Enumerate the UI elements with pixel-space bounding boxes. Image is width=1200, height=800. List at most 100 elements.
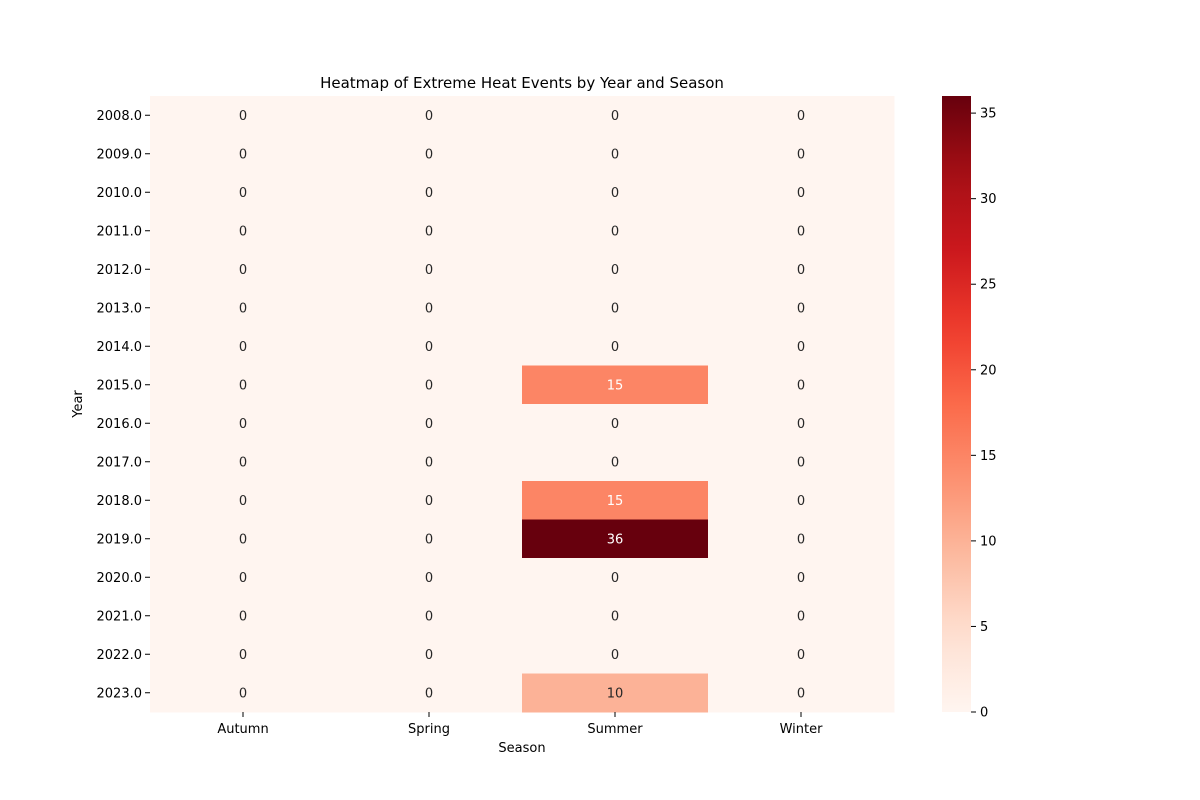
cell-value-label: 36 xyxy=(607,532,624,547)
heatmap-cell xyxy=(522,635,709,674)
cell-value-label: 0 xyxy=(797,609,805,624)
cell-value-label: 0 xyxy=(797,571,805,586)
heatmap-cell xyxy=(336,596,523,636)
heatmap-cell xyxy=(522,404,709,443)
y-tick-label: 2022.0 xyxy=(97,648,143,663)
cell-value-label: 0 xyxy=(239,648,247,663)
cell-value-label: 0 xyxy=(425,494,433,509)
heatmap-cell xyxy=(522,365,709,405)
colorbar-gradient xyxy=(942,96,971,712)
heatmap-cell xyxy=(708,211,895,251)
cell-value-label: 0 xyxy=(239,224,247,239)
heatmap-cell xyxy=(522,327,709,366)
cell-value-label: 0 xyxy=(797,301,805,316)
x-tick-label: Autumn xyxy=(217,722,268,737)
cell-value-label: 15 xyxy=(607,494,624,509)
colorbar-tick-label: 0 xyxy=(980,706,988,721)
y-tick-label: 2017.0 xyxy=(97,455,143,470)
heatmap-cell xyxy=(150,635,337,674)
heatmap-cell xyxy=(522,211,709,251)
cell-value-label: 10 xyxy=(607,686,624,701)
heatmap-cell xyxy=(150,596,337,636)
cell-value-label: 0 xyxy=(611,109,619,124)
y-tick-label: 2015.0 xyxy=(97,378,143,393)
cell-value-label: 0 xyxy=(611,571,619,586)
heatmap-cell xyxy=(708,481,895,520)
heatmap-cell xyxy=(522,596,709,636)
cell-value-label: 0 xyxy=(611,186,619,201)
y-tick-label: 2012.0 xyxy=(97,263,143,278)
cell-value-label: 0 xyxy=(797,224,805,239)
heatmap-cell xyxy=(522,173,709,212)
heatmap-cell xyxy=(708,519,895,559)
cell-value-label: 0 xyxy=(797,109,805,124)
heatmap-cell xyxy=(522,442,709,482)
colorbar: 0 5 10 15 20 25 30 35 xyxy=(942,96,997,721)
heatmap-cell xyxy=(150,442,337,482)
heatmap-cell xyxy=(150,365,337,405)
colorbar-tick-label: 30 xyxy=(980,192,997,207)
cell-value-label: 0 xyxy=(797,532,805,547)
cell-value-label: 0 xyxy=(425,571,433,586)
cell-value-label: 0 xyxy=(611,147,619,162)
cell-value-label: 0 xyxy=(425,648,433,663)
cell-value-label: 0 xyxy=(239,494,247,509)
cell-value-label: 0 xyxy=(425,455,433,470)
cell-value-label: 0 xyxy=(425,109,433,124)
cell-value-label: 0 xyxy=(425,378,433,393)
cell-value-label: 0 xyxy=(611,263,619,278)
cell-value-label: 0 xyxy=(425,609,433,624)
cell-value-label: 0 xyxy=(797,263,805,278)
cell-value-label: 0 xyxy=(239,378,247,393)
x-tick-label: Winter xyxy=(780,722,824,737)
heatmap-cell xyxy=(150,673,337,713)
heatmap-cell xyxy=(150,288,337,328)
heatmap-cell xyxy=(150,558,337,597)
y-tick-label: 2009.0 xyxy=(97,147,143,162)
heatmap-cell xyxy=(336,173,523,212)
heatmap-cell xyxy=(708,596,895,636)
y-tick-label: 2020.0 xyxy=(97,571,143,586)
y-axis: 2008.0 2009.0 2010.0 2011.0 2012.0 2013.0 2014… xyxy=(97,109,150,701)
cell-value-label: 0 xyxy=(611,301,619,316)
heatmap-cell xyxy=(150,519,337,559)
heatmap-cell xyxy=(708,288,895,328)
heatmap-cell xyxy=(336,519,523,559)
heatmap-cell xyxy=(336,404,523,443)
colorbar-tick-label: 15 xyxy=(980,449,997,464)
cell-value-label: 0 xyxy=(611,224,619,239)
cell-value-label: 0 xyxy=(425,263,433,278)
cell-value-label: 0 xyxy=(425,686,433,701)
heatmap-cell xyxy=(150,481,337,520)
heatmap-cell xyxy=(708,442,895,482)
cell-value-label: 0 xyxy=(611,417,619,432)
heatmap-cell xyxy=(336,558,523,597)
cell-value-label: 0 xyxy=(425,301,433,316)
heatmap-cell xyxy=(708,173,895,212)
heatmap-cell xyxy=(522,481,709,520)
colorbar-tick-label: 10 xyxy=(980,534,997,549)
heatmap-cell xyxy=(336,250,523,289)
heatmap-cell xyxy=(336,673,523,713)
cell-value-label: 0 xyxy=(797,417,805,432)
x-axis: Autumn Spring Summer Winter xyxy=(217,712,823,737)
heatmap-cell xyxy=(336,635,523,674)
y-tick-label: 2010.0 xyxy=(97,186,143,201)
y-axis-label: Year xyxy=(71,390,86,419)
heatmap-cell xyxy=(336,442,523,482)
heatmap-cell xyxy=(336,327,523,366)
x-tick-label: Spring xyxy=(408,722,450,737)
heatmap-cell xyxy=(150,134,337,174)
heatmap-cell xyxy=(336,96,523,135)
heatmap-cell xyxy=(708,673,895,713)
heatmap-cell xyxy=(708,96,895,135)
cell-value-label: 0 xyxy=(797,378,805,393)
y-tick-label: 2023.0 xyxy=(97,686,143,701)
cell-value-label: 0 xyxy=(425,186,433,201)
heatmap-cell xyxy=(336,365,523,405)
heatmap-cells xyxy=(150,96,895,713)
heatmap-cell xyxy=(150,327,337,366)
cell-value-label: 0 xyxy=(797,648,805,663)
colorbar-tick-label: 35 xyxy=(980,107,997,122)
cell-value-label: 0 xyxy=(425,340,433,355)
